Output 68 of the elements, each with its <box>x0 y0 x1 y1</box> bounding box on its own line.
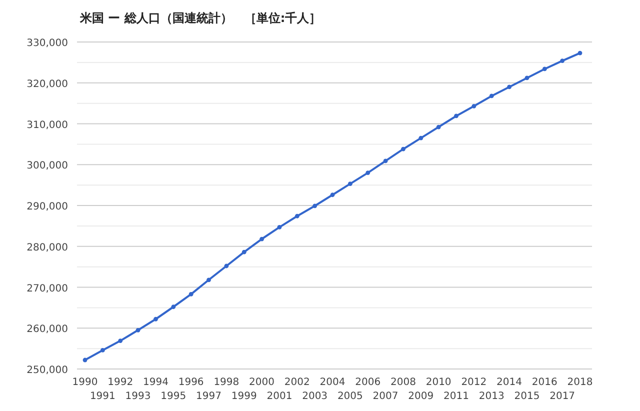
x-tick-label: 2010 <box>426 377 452 388</box>
point <box>294 214 300 218</box>
point <box>383 158 388 164</box>
point <box>560 58 565 64</box>
point <box>136 328 140 332</box>
x-tick-label: 2016 <box>532 377 558 388</box>
point <box>224 264 229 268</box>
point <box>260 236 264 242</box>
y-tick-label: 310,000 <box>26 120 68 131</box>
x-tick-label: 2008 <box>390 377 416 388</box>
x-tick-label: 1991 <box>90 391 116 402</box>
x-tick-label: 2018 <box>567 377 593 388</box>
chart-title: 米国 ー 総人口（国連統計） ［単位:千人］ <box>79 11 322 25</box>
x-tick-label: 2012 <box>461 377 487 388</box>
x-tick-label: 1990 <box>72 377 98 388</box>
point <box>188 292 194 296</box>
point <box>154 316 158 322</box>
y-tick-label: 330,000 <box>26 38 68 49</box>
x-tick-label: 2002 <box>284 377 310 388</box>
point <box>312 204 318 208</box>
x-tick-label: 2014 <box>496 377 522 388</box>
y-tick-label: 280,000 <box>26 242 68 254</box>
point <box>524 76 530 80</box>
point <box>472 104 476 108</box>
x-tick-label: 2004 <box>320 377 346 388</box>
point <box>454 114 458 118</box>
x-tick-label: 1994 <box>142 377 168 388</box>
x-tick-label: 2015 <box>514 391 540 402</box>
x-tick-label: 1995 <box>160 391 186 402</box>
x-tick-label: 1998 <box>214 377 240 388</box>
x-tick-label: 2005 <box>337 391 363 402</box>
point <box>82 358 88 362</box>
y-tick-label: 260,000 <box>26 324 68 336</box>
x-tick-label: 1993 <box>125 391 151 402</box>
x-tick-label: 1997 <box>196 391 222 402</box>
point <box>171 304 176 310</box>
y-tick-label: 300,000 <box>26 160 68 172</box>
point <box>418 136 424 140</box>
point <box>242 250 246 254</box>
x-tick-label: 2000 <box>249 377 275 388</box>
x-tick-label: 2017 <box>550 391 576 402</box>
x-tick-label: 2011 <box>444 391 469 402</box>
y-tick-label: 270,000 <box>26 283 68 294</box>
x-tick-label: 2006 <box>355 377 381 388</box>
point <box>366 170 370 175</box>
point <box>542 66 547 72</box>
point <box>507 84 512 90</box>
point <box>118 338 123 343</box>
x-tick-label: 1999 <box>231 391 257 402</box>
x-tick-label: 2009 <box>408 391 434 402</box>
y-tick-label: 250,000 <box>26 365 68 376</box>
x-tick-label: 1996 <box>178 377 204 388</box>
x-tick-label: 2003 <box>302 391 328 402</box>
y-tick-label: 290,000 <box>26 202 68 212</box>
point <box>401 146 406 152</box>
y-tick-label: 320,000 <box>26 78 68 90</box>
point <box>330 192 335 198</box>
point <box>348 182 352 186</box>
point <box>578 50 582 56</box>
point <box>206 278 211 282</box>
x-tick-label: 2007 <box>372 391 398 402</box>
x-tick-label: 1992 <box>108 377 134 388</box>
point <box>489 94 494 98</box>
x-tick-label: 2001 <box>266 391 292 402</box>
point <box>277 224 282 230</box>
point <box>436 124 441 130</box>
x-tick-label: 2013 <box>478 391 504 402</box>
point <box>100 348 105 352</box>
